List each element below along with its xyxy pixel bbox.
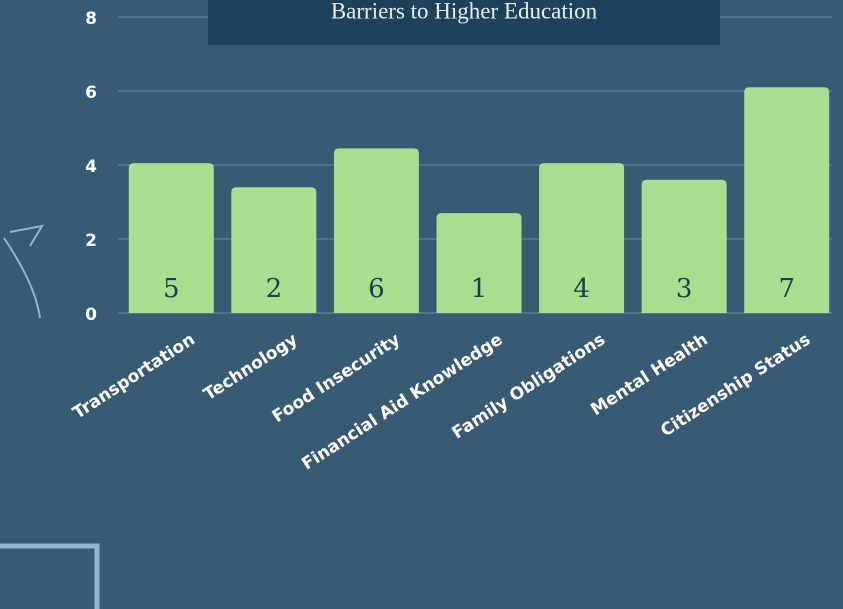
bar (231, 187, 317, 313)
title-box (208, 0, 720, 45)
bar (128, 163, 214, 313)
bar (436, 213, 522, 313)
bar (641, 179, 727, 313)
y-tick-label: 6 (85, 83, 97, 103)
bar (539, 163, 625, 313)
y-tick-label: 0 (85, 305, 97, 325)
bar (744, 87, 830, 313)
decor-arrow (3, 224, 45, 319)
bar-rank-label: 6 (368, 274, 385, 304)
bar-rank-label: 3 (676, 274, 693, 304)
chart-title: Barriers to Higher Education (331, 0, 598, 23)
bar-rank-label: 1 (471, 274, 488, 304)
bar (333, 148, 419, 313)
y-tick-label: 8 (85, 9, 97, 29)
y-tick-label: 2 (85, 231, 97, 251)
bar-rank-label: 4 (573, 274, 590, 304)
bar-rank-label: 7 (778, 274, 795, 304)
y-tick-label: 4 (85, 157, 97, 177)
bar-rank-label: 5 (163, 274, 180, 304)
bar-rank-label: 2 (266, 274, 283, 304)
decor-frame (0, 543, 100, 609)
